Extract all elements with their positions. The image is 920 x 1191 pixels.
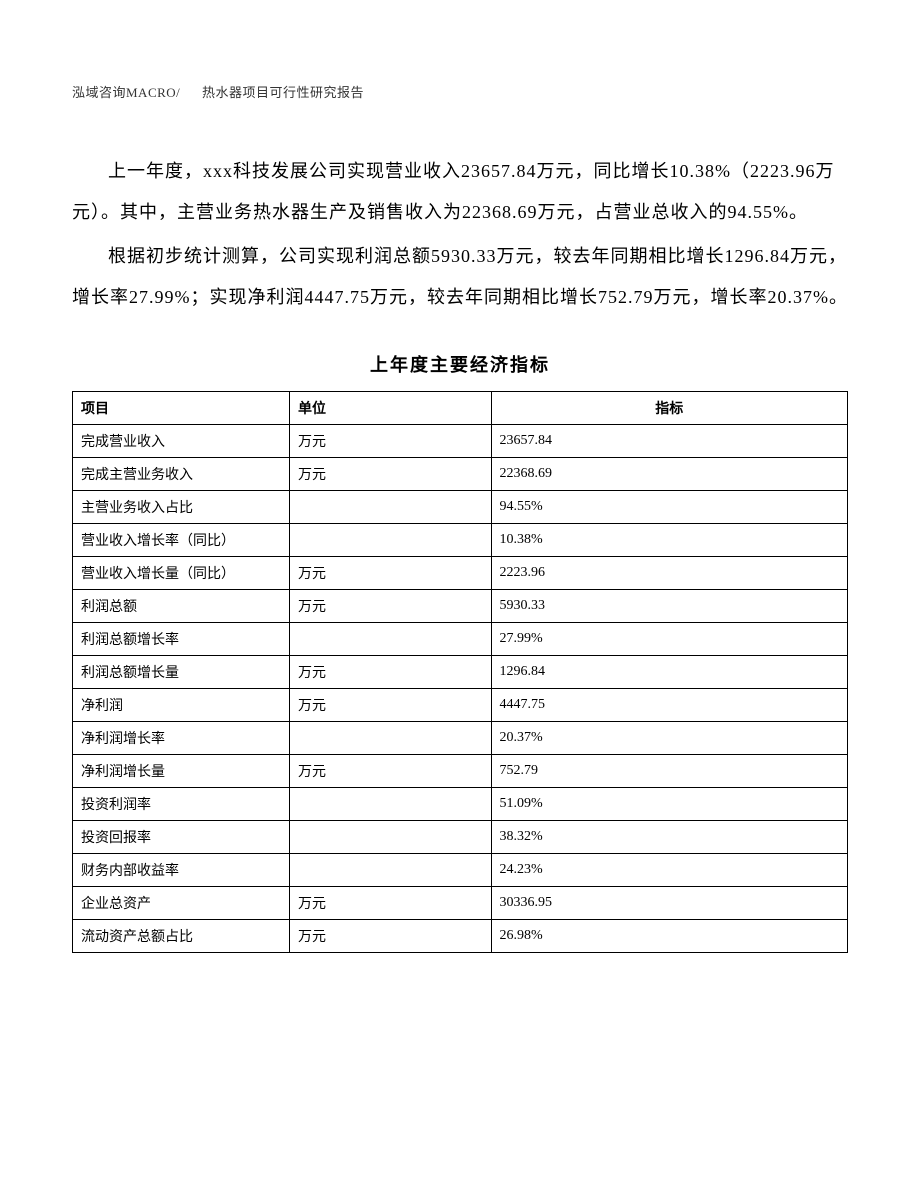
cell-value: 94.55% [491, 490, 848, 523]
table-row: 完成营业收入 万元 23657.84 [73, 424, 848, 457]
cell-unit [290, 721, 492, 754]
table-row: 主营业务收入占比 94.55% [73, 490, 848, 523]
cell-value: 24.23% [491, 853, 848, 886]
cell-unit: 万元 [290, 754, 492, 787]
cell-value: 22368.69 [491, 457, 848, 490]
cell-unit: 万元 [290, 589, 492, 622]
cell-item: 营业收入增长量（同比） [73, 556, 290, 589]
cell-unit: 万元 [290, 886, 492, 919]
page-header: 泓域咨询MACRO/ 热水器项目可行性研究报告 [72, 82, 848, 101]
cell-item: 完成营业收入 [73, 424, 290, 457]
cell-unit [290, 820, 492, 853]
table-row: 完成主营业务收入 万元 22368.69 [73, 457, 848, 490]
cell-value: 38.32% [491, 820, 848, 853]
cell-item: 投资利润率 [73, 787, 290, 820]
cell-item: 营业收入增长率（同比） [73, 523, 290, 556]
table-row: 净利润增长量 万元 752.79 [73, 754, 848, 787]
cell-value: 2223.96 [491, 556, 848, 589]
economic-indicators-table: 项目 单位 指标 完成营业收入 万元 23657.84 完成主营业务收入 万元 … [72, 391, 848, 953]
cell-unit: 万元 [290, 919, 492, 952]
cell-item: 主营业务收入占比 [73, 490, 290, 523]
cell-value: 5930.33 [491, 589, 848, 622]
cell-value: 23657.84 [491, 424, 848, 457]
paragraph-1: 上一年度，xxx科技发展公司实现营业收入23657.84万元，同比增长10.38… [72, 151, 848, 234]
cell-value: 4447.75 [491, 688, 848, 721]
table-row: 利润总额增长量 万元 1296.84 [73, 655, 848, 688]
cell-unit [290, 622, 492, 655]
cell-value: 20.37% [491, 721, 848, 754]
table-row: 投资利润率 51.09% [73, 787, 848, 820]
cell-value: 30336.95 [491, 886, 848, 919]
header-left: 泓域咨询MACRO/ [72, 85, 180, 100]
cell-item: 净利润 [73, 688, 290, 721]
table-row: 利润总额增长率 27.99% [73, 622, 848, 655]
column-header-item: 项目 [73, 391, 290, 424]
cell-unit [290, 853, 492, 886]
cell-item: 投资回报率 [73, 820, 290, 853]
cell-unit: 万元 [290, 655, 492, 688]
cell-item: 利润总额 [73, 589, 290, 622]
cell-value: 10.38% [491, 523, 848, 556]
table-row: 净利润 万元 4447.75 [73, 688, 848, 721]
table-row: 营业收入增长率（同比） 10.38% [73, 523, 848, 556]
cell-item: 利润总额增长量 [73, 655, 290, 688]
cell-value: 27.99% [491, 622, 848, 655]
cell-item: 流动资产总额占比 [73, 919, 290, 952]
cell-item: 利润总额增长率 [73, 622, 290, 655]
cell-unit [290, 523, 492, 556]
cell-item: 企业总资产 [73, 886, 290, 919]
cell-item: 财务内部收益率 [73, 853, 290, 886]
cell-item: 净利润增长量 [73, 754, 290, 787]
cell-unit: 万元 [290, 688, 492, 721]
table-row: 净利润增长率 20.37% [73, 721, 848, 754]
cell-unit [290, 787, 492, 820]
table-body: 完成营业收入 万元 23657.84 完成主营业务收入 万元 22368.69 … [73, 424, 848, 952]
column-header-unit: 单位 [290, 391, 492, 424]
cell-value: 752.79 [491, 754, 848, 787]
table-row: 财务内部收益率 24.23% [73, 853, 848, 886]
table-row: 投资回报率 38.32% [73, 820, 848, 853]
table-row: 企业总资产 万元 30336.95 [73, 886, 848, 919]
header-right: 热水器项目可行性研究报告 [202, 85, 364, 100]
cell-unit [290, 490, 492, 523]
cell-unit: 万元 [290, 424, 492, 457]
cell-unit: 万元 [290, 556, 492, 589]
table-header-row: 项目 单位 指标 [73, 391, 848, 424]
column-header-indicator: 指标 [491, 391, 848, 424]
paragraph-2: 根据初步统计测算，公司实现利润总额5930.33万元，较去年同期相比增长1296… [72, 236, 848, 319]
table-row: 营业收入增长量（同比） 万元 2223.96 [73, 556, 848, 589]
cell-value: 51.09% [491, 787, 848, 820]
cell-value: 26.98% [491, 919, 848, 952]
table-row: 流动资产总额占比 万元 26.98% [73, 919, 848, 952]
table-title: 上年度主要经济指标 [72, 351, 848, 377]
table-row: 利润总额 万元 5930.33 [73, 589, 848, 622]
cell-unit: 万元 [290, 457, 492, 490]
cell-item: 完成主营业务收入 [73, 457, 290, 490]
cell-value: 1296.84 [491, 655, 848, 688]
cell-item: 净利润增长率 [73, 721, 290, 754]
